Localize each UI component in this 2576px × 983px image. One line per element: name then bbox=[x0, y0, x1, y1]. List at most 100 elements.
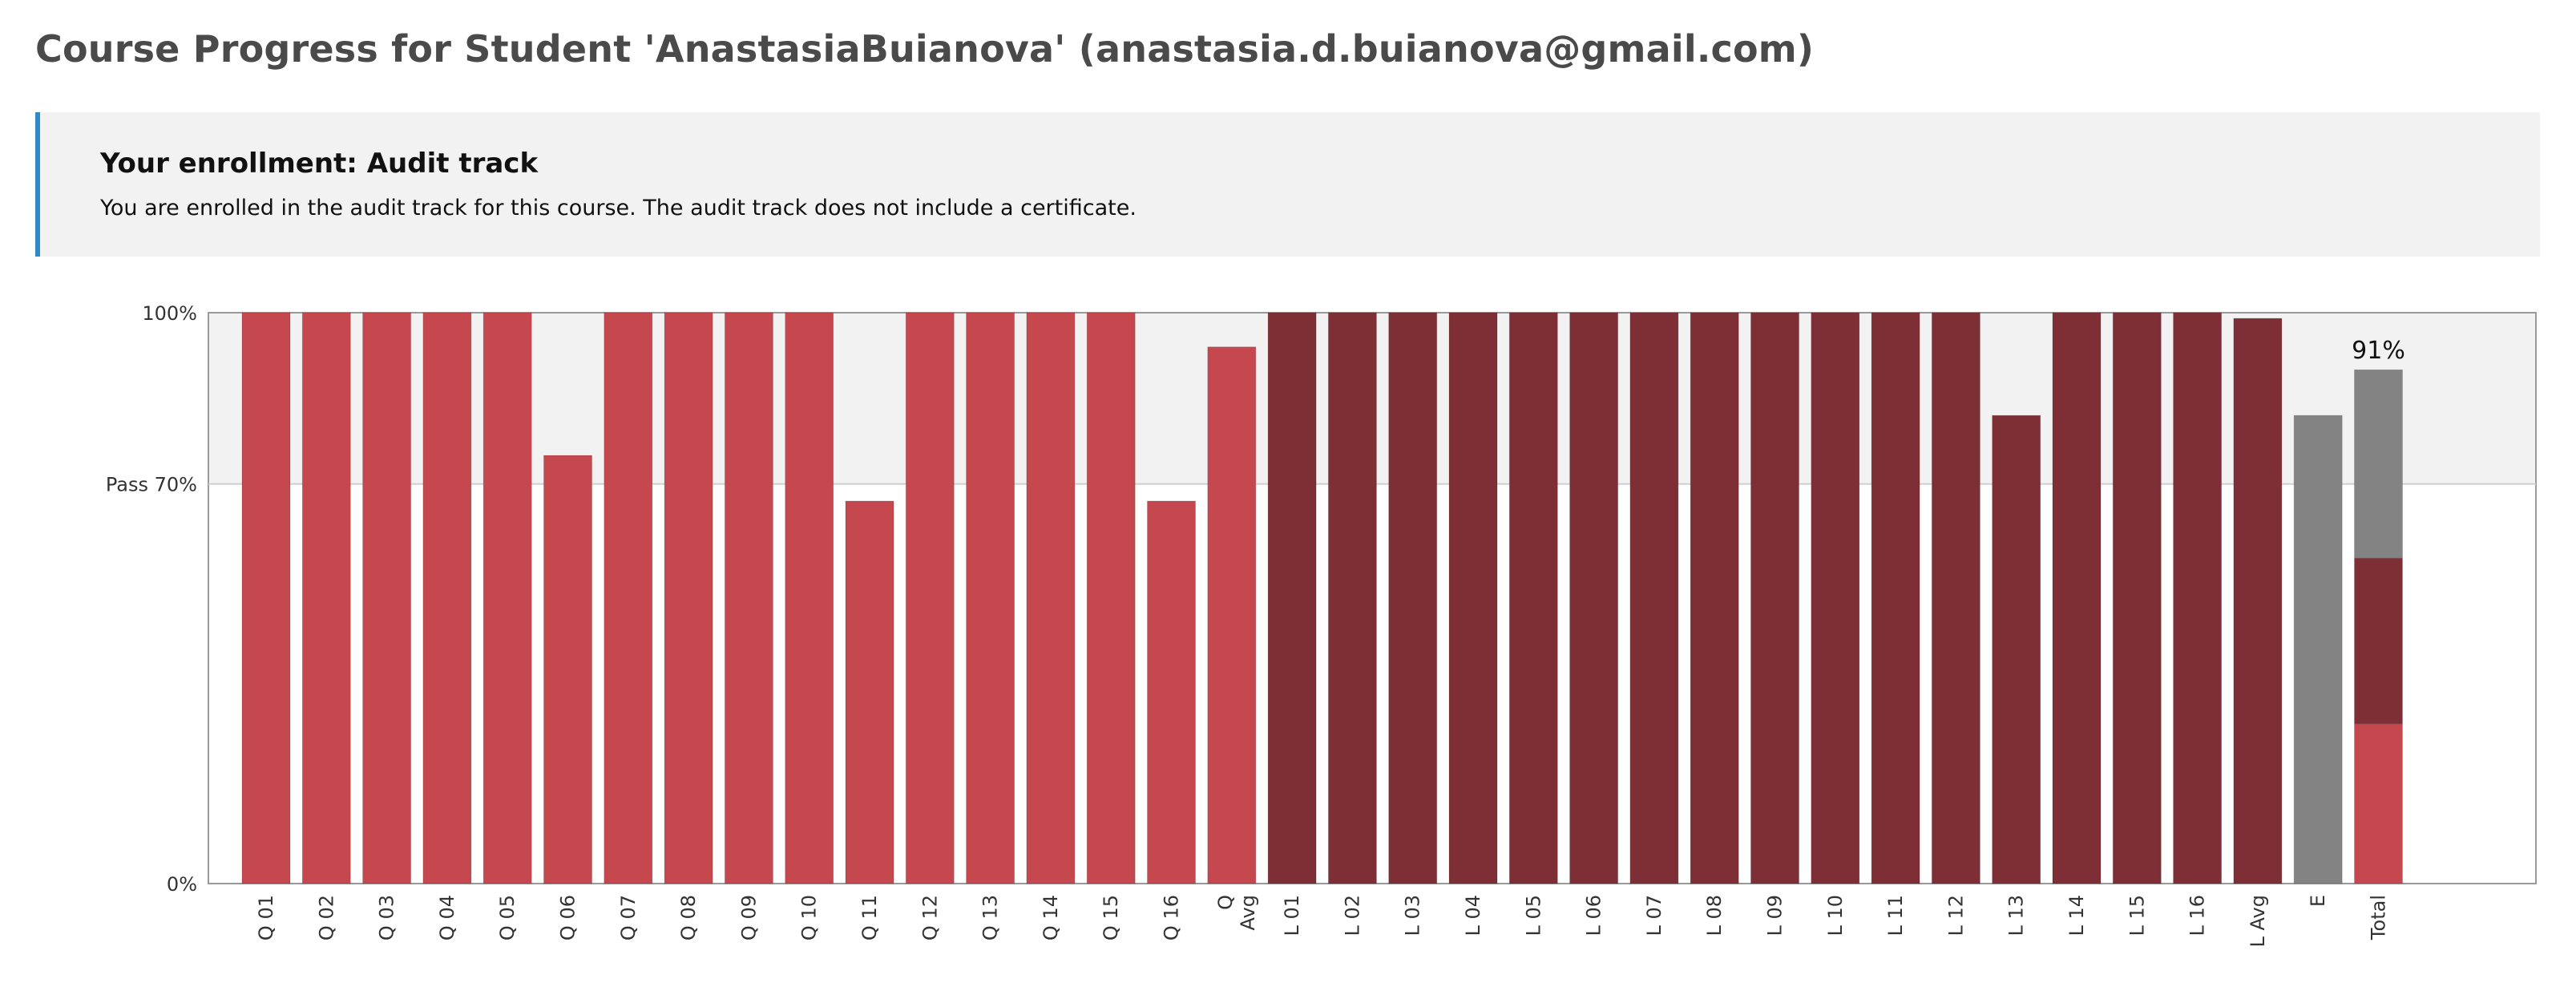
y-tick-label: 100% bbox=[142, 302, 197, 325]
bar-q-11 bbox=[845, 500, 894, 884]
category-label-group: L 03 bbox=[1402, 895, 1424, 936]
category-label-group: L 08 bbox=[1703, 895, 1726, 936]
category-label: Q 15 bbox=[1100, 895, 1122, 941]
bar-q-09 bbox=[724, 312, 773, 884]
category-label: L 08 bbox=[1703, 895, 1726, 936]
bar-l-avg bbox=[2233, 318, 2283, 884]
category-label: QAvg bbox=[1214, 895, 1259, 930]
bar-q-06 bbox=[543, 455, 592, 884]
category-label: Q 02 bbox=[315, 895, 337, 941]
bar-l-07 bbox=[1629, 312, 1679, 884]
bar-q-05 bbox=[482, 312, 532, 884]
category-label-group: L 09 bbox=[1764, 895, 1787, 936]
category-label: L 06 bbox=[1583, 895, 1605, 936]
total-segment-lab bbox=[2354, 557, 2403, 725]
category-label: E bbox=[2307, 895, 2329, 907]
category-label: L 16 bbox=[2186, 895, 2209, 936]
bar-l-03 bbox=[1388, 312, 1438, 884]
category-label-group: L 07 bbox=[1643, 895, 1666, 936]
category-label: Q 01 bbox=[255, 895, 277, 941]
category-label: L 04 bbox=[1462, 895, 1484, 936]
bar-l-16 bbox=[2173, 312, 2223, 884]
bar-q-03 bbox=[362, 312, 412, 884]
category-label-group: L Avg bbox=[2247, 895, 2269, 947]
category-label-group: Q 14 bbox=[1040, 895, 1062, 941]
bar-l-10 bbox=[1811, 312, 1860, 884]
category-label-group: Total bbox=[2368, 895, 2390, 941]
bar-l-09 bbox=[1750, 312, 1799, 884]
category-label: Q 09 bbox=[737, 895, 760, 941]
category-label-group: Q 13 bbox=[979, 895, 1002, 941]
category-label-group: L 02 bbox=[1341, 895, 1363, 936]
category-label: Q 11 bbox=[858, 895, 881, 941]
category-label: Q 13 bbox=[979, 895, 1002, 941]
bar-l-02 bbox=[1327, 312, 1377, 884]
page-title: Course Progress for Student 'AnastasiaBu… bbox=[35, 27, 1815, 71]
category-label: Q 04 bbox=[436, 895, 458, 941]
category-label: L 03 bbox=[1402, 895, 1424, 936]
category-label: L 14 bbox=[2065, 895, 2088, 936]
category-label: L 01 bbox=[1281, 895, 1303, 936]
bar-l-08 bbox=[1690, 312, 1739, 884]
bar-q-01 bbox=[241, 312, 291, 884]
category-label: Q 07 bbox=[617, 895, 640, 941]
category-label: L 09 bbox=[1764, 895, 1787, 936]
category-label: L 05 bbox=[1522, 895, 1544, 936]
category-label-group: L 01 bbox=[1281, 895, 1303, 936]
bar-l-15 bbox=[2112, 312, 2162, 884]
y-tick-label: 0% bbox=[167, 873, 197, 896]
total-segment-exam bbox=[2354, 369, 2403, 559]
category-label-group: Q 04 bbox=[436, 895, 458, 941]
category-label-group: Q 02 bbox=[315, 895, 337, 941]
category-label-group: Q 12 bbox=[919, 895, 941, 941]
category-label: Q 10 bbox=[798, 895, 821, 941]
bar-q-08 bbox=[664, 312, 713, 884]
category-label: L 02 bbox=[1341, 895, 1363, 936]
category-label: Total bbox=[2368, 895, 2390, 941]
category-label: Q 08 bbox=[677, 895, 700, 941]
bar-l-06 bbox=[1569, 312, 1619, 884]
bar-l-01 bbox=[1267, 312, 1317, 884]
bar-q-14 bbox=[1026, 312, 1076, 884]
bar-l-13 bbox=[1992, 415, 2041, 884]
bar-q-16 bbox=[1147, 500, 1196, 884]
category-label: L Avg bbox=[2247, 895, 2269, 947]
category-label-group: L 06 bbox=[1583, 895, 1605, 936]
enrollment-message: You are enrolled in the audit track for … bbox=[100, 196, 1137, 220]
bar-q-15 bbox=[1086, 312, 1136, 884]
category-label-group: L 11 bbox=[1884, 895, 1907, 936]
category-label-group: L 14 bbox=[2065, 895, 2088, 936]
category-label-group: Q 15 bbox=[1100, 895, 1122, 941]
category-label-group: Q 08 bbox=[677, 895, 700, 941]
category-label: L 12 bbox=[1944, 895, 1967, 936]
category-label-group: L 13 bbox=[2005, 895, 2028, 936]
category-label: Q 06 bbox=[557, 895, 579, 941]
bar-l-05 bbox=[1508, 312, 1558, 884]
bar-q-avg bbox=[1207, 346, 1257, 884]
category-label: L 07 bbox=[1643, 895, 1666, 936]
bar-q-12 bbox=[905, 312, 955, 884]
category-label-group: Q 16 bbox=[1161, 895, 1183, 941]
category-label-group: Q 03 bbox=[376, 895, 398, 941]
bar-l-14 bbox=[2052, 312, 2102, 884]
category-label-group: QAvg bbox=[1214, 895, 1259, 930]
bar-l-11 bbox=[1871, 312, 1920, 884]
category-label: L 15 bbox=[2126, 895, 2148, 936]
category-label: Q 16 bbox=[1161, 895, 1183, 941]
enrollment-heading: Your enrollment: Audit track bbox=[100, 148, 539, 180]
category-label-group: Q 11 bbox=[858, 895, 881, 941]
category-label-group: Q 10 bbox=[798, 895, 821, 941]
category-label-group: Q 09 bbox=[737, 895, 760, 941]
category-label-group: Q 07 bbox=[617, 895, 640, 941]
category-label: L 10 bbox=[1824, 895, 1847, 936]
bar-q-04 bbox=[422, 312, 472, 884]
category-label-group: E bbox=[2307, 895, 2329, 907]
category-label: Q 05 bbox=[496, 895, 519, 941]
category-label: Q 14 bbox=[1040, 895, 1062, 941]
category-label-group: L 16 bbox=[2186, 895, 2209, 936]
total-value-label: 91% bbox=[2352, 337, 2405, 365]
category-label: Q 03 bbox=[376, 895, 398, 941]
category-label: L 11 bbox=[1884, 895, 1907, 936]
total-segment-quiz bbox=[2354, 723, 2403, 884]
